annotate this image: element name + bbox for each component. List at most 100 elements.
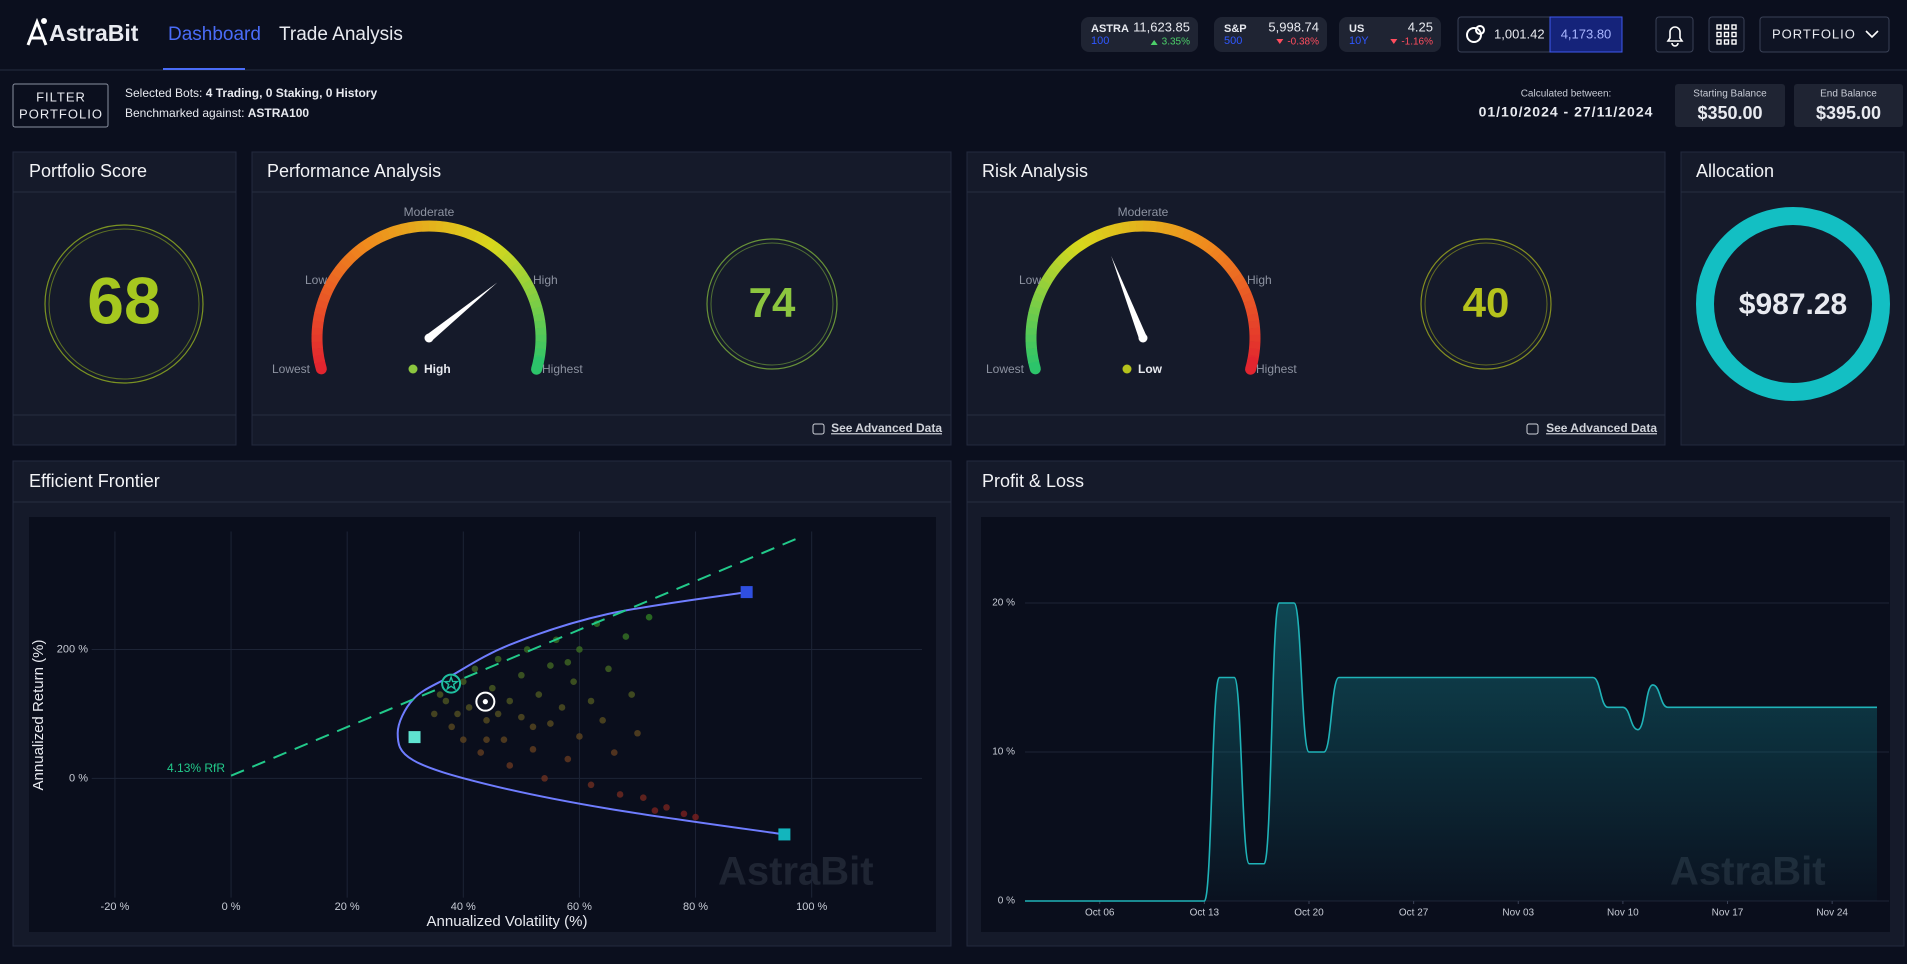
card-title: Efficient Frontier xyxy=(29,471,160,491)
gauge-arc xyxy=(311,347,324,357)
filter-button-line1: FILTER xyxy=(36,89,86,104)
gauge-arc xyxy=(1199,238,1212,252)
gauge-arc xyxy=(1025,319,1038,329)
portfolio-point xyxy=(494,710,502,718)
portfolio-point xyxy=(529,723,537,731)
star-icon xyxy=(442,674,460,691)
portfolio-point xyxy=(506,697,514,705)
score-ring-inner xyxy=(710,242,834,366)
logo[interactable]: AstraBit xyxy=(49,20,139,46)
portfolio-point xyxy=(651,807,659,814)
apps-button[interactable] xyxy=(1708,16,1745,53)
gauge-arc xyxy=(514,267,528,280)
y-tick-label: 10 % xyxy=(992,747,1015,758)
asset-marker xyxy=(740,586,753,599)
gauge-arc xyxy=(473,231,485,245)
notifications-button[interactable] xyxy=(1655,16,1694,53)
ticker-value: 5,998.74 xyxy=(1268,19,1319,34)
gauge-arc xyxy=(314,356,327,375)
gauge-arc xyxy=(386,225,398,239)
gauge-status: High xyxy=(424,362,451,376)
x-tick-label: Nov 17 xyxy=(1712,908,1744,919)
gauge-arc xyxy=(1241,292,1254,304)
period-range: 01/10/2024 - 27/11/2024 xyxy=(1479,104,1654,120)
pnl-line xyxy=(1024,602,1877,902)
gauge-label: Low xyxy=(1019,273,1041,287)
gauge-arc xyxy=(1223,261,1238,275)
portfolio-menu[interactable] xyxy=(1759,16,1890,53)
score-ring-inner xyxy=(48,228,200,380)
benchmark: Benchmarked against: ASTRA100 xyxy=(125,106,309,120)
gauge-arc xyxy=(1149,220,1158,233)
wallet-total-box[interactable] xyxy=(1549,16,1623,53)
gauge-needle xyxy=(1111,255,1147,340)
ticker-symbol: ASTRA xyxy=(1091,23,1129,35)
asset-marker xyxy=(408,731,421,744)
gauge-arc xyxy=(1034,285,1048,297)
gauge-arc xyxy=(1063,246,1077,260)
gauge-arc xyxy=(534,320,547,329)
balance-value: $395.00 xyxy=(1816,103,1881,123)
portfolio-point xyxy=(430,710,438,718)
gauge-arc xyxy=(1238,285,1252,297)
gauge-arc xyxy=(1069,241,1082,256)
gauge-label: Highest xyxy=(542,362,583,376)
selected-bots: Selected Bots: 4 Trading, 0 Staking, 0 H… xyxy=(125,86,377,100)
portfolio-point xyxy=(587,781,595,789)
gauge-arc xyxy=(1029,298,1043,310)
filter-button[interactable] xyxy=(12,83,109,128)
portfolio-point xyxy=(628,691,635,698)
gauge-pivot xyxy=(1138,333,1148,343)
gauge-arc xyxy=(529,299,543,310)
score-value: 68 xyxy=(87,263,160,337)
selected-label: Selected Bots: xyxy=(125,86,202,100)
gauge-arc xyxy=(531,306,544,316)
advanced-data-link[interactable]: See Advanced Data xyxy=(1546,421,1657,435)
y-tick-label: 0 % xyxy=(69,772,88,784)
balance-label: Starting Balance xyxy=(1693,89,1767,100)
ticker-value: 11,623.85 xyxy=(1133,19,1190,34)
gauge-arc xyxy=(1093,228,1105,242)
card-title: Risk Analysis xyxy=(982,161,1088,181)
gauge-arc xyxy=(1087,231,1099,245)
portfolio-point xyxy=(436,691,444,698)
link-icon xyxy=(812,423,825,435)
x-tick-label: Oct 20 xyxy=(1294,908,1324,919)
frontier-line xyxy=(396,591,785,836)
gauge-arc xyxy=(1025,347,1038,357)
gauge-label: Lowest xyxy=(272,362,311,376)
x-tick-label: 80 % xyxy=(683,901,708,913)
benchmark-value: ASTRA100 xyxy=(248,106,310,120)
advanced-data-link[interactable]: See Advanced Data xyxy=(831,421,942,435)
chevron xyxy=(1865,30,1879,39)
gauge-arc xyxy=(442,221,451,234)
gauge-arc xyxy=(533,313,546,323)
portfolio-point xyxy=(570,678,577,685)
portfolio-point xyxy=(471,665,479,673)
x-tick-label: 100 % xyxy=(796,901,827,913)
portfolio-point xyxy=(541,775,548,782)
portfolio-point xyxy=(483,736,490,743)
gauge-arc xyxy=(1214,251,1228,265)
status-dot xyxy=(408,364,418,374)
rfr-annotation: 4.13% RfR xyxy=(167,761,225,775)
gauge-arc xyxy=(349,246,363,260)
portfolio-point xyxy=(663,804,670,811)
wallet-icon xyxy=(1466,25,1485,43)
portfolio-point xyxy=(547,720,554,727)
ticker-value: 4.25 xyxy=(1408,19,1433,34)
gauge-arc xyxy=(517,273,532,286)
gauge-arc xyxy=(1175,226,1186,239)
gauge-arc xyxy=(1049,261,1063,274)
gauge-arc xyxy=(1228,267,1242,280)
frontier-plot xyxy=(29,517,936,932)
gauge-arc xyxy=(1245,356,1258,375)
gauge-label: Moderate xyxy=(404,205,455,219)
score-ring xyxy=(706,238,838,370)
pnl-area xyxy=(1025,603,1877,901)
risk-card xyxy=(966,151,1666,446)
nav-dashboard[interactable]: Dashboard xyxy=(168,24,261,45)
nav-trade-analysis[interactable]: Trade Analysis xyxy=(279,24,403,45)
gauge-arc xyxy=(361,237,374,252)
